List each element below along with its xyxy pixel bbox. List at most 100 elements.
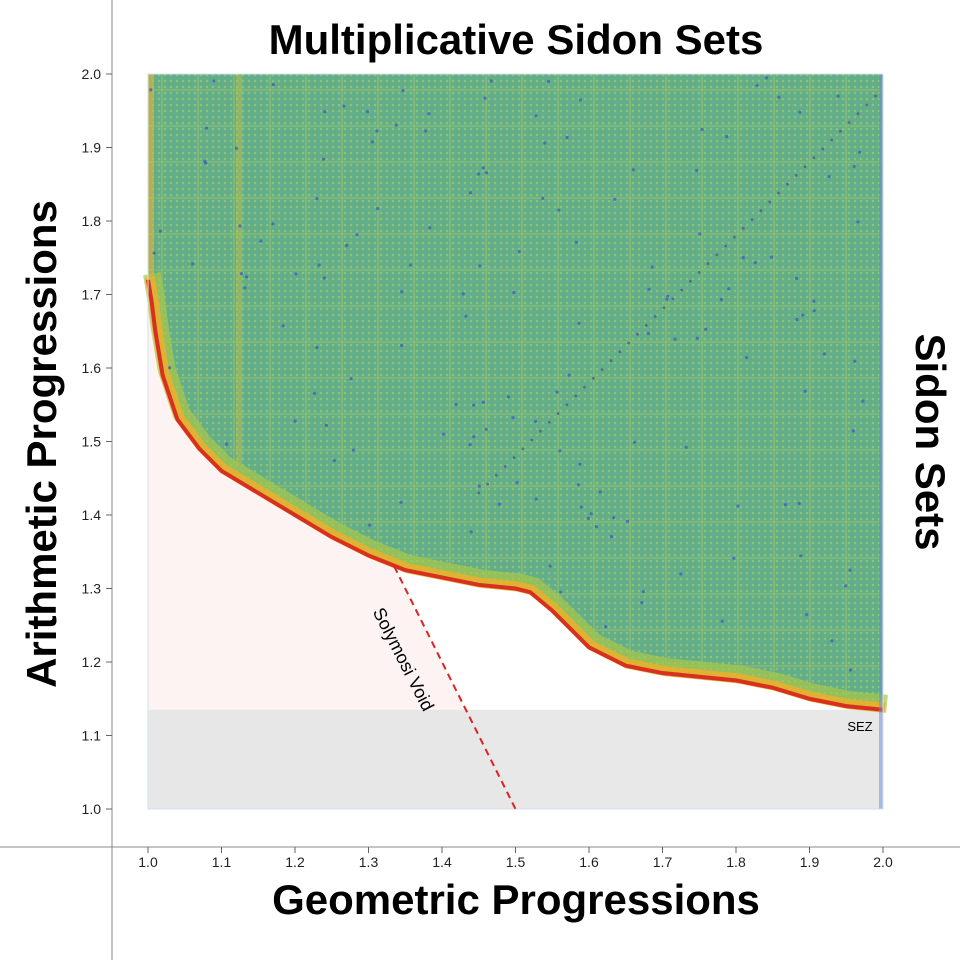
scatter-point xyxy=(852,164,856,168)
scatter-point xyxy=(271,82,275,87)
scatter-point xyxy=(783,502,788,507)
scatter-point xyxy=(719,298,723,302)
scatter-point xyxy=(321,157,326,161)
scatter-point xyxy=(805,613,809,617)
scatter-point xyxy=(598,490,602,494)
y-tick-label: 1.6 xyxy=(82,360,102,376)
plot-area xyxy=(143,73,888,810)
scatter-point xyxy=(715,253,719,257)
x-tick-label: 1.1 xyxy=(212,854,232,870)
scatter-point xyxy=(464,314,468,318)
scatter-point xyxy=(454,402,458,407)
scatter-point xyxy=(530,438,534,442)
scatter-point xyxy=(803,165,807,169)
scatter-point xyxy=(441,432,446,436)
y-tick-label: 1.5 xyxy=(82,434,102,450)
scatter-point xyxy=(399,500,403,505)
plot-border xyxy=(147,73,884,810)
y-tick-label: 1.2 xyxy=(82,654,102,670)
scatter-point xyxy=(856,220,860,224)
scatter-point xyxy=(812,299,816,303)
scatter-point xyxy=(468,443,472,447)
scatter-point xyxy=(512,456,516,460)
x-tick-label: 1.4 xyxy=(432,854,452,870)
scatter-point xyxy=(753,261,757,265)
scatter-point xyxy=(375,129,379,133)
scatter-point xyxy=(547,420,551,424)
scatter-point xyxy=(424,129,428,133)
scatter-point xyxy=(461,292,465,296)
y-tick-label: 1.4 xyxy=(82,507,102,523)
scatter-point xyxy=(239,271,244,276)
scatter-point xyxy=(764,76,769,80)
scatter-point xyxy=(400,344,404,348)
scatter-point xyxy=(234,146,239,150)
scatter-point xyxy=(168,366,172,370)
scatter-point xyxy=(830,639,834,643)
scatter-point xyxy=(586,516,591,520)
y-tick-label: 2.0 xyxy=(82,66,102,82)
scatter-point xyxy=(539,429,542,433)
scatter-point xyxy=(641,589,646,594)
y-axis-title: Arithmetic Progressions xyxy=(18,200,65,688)
scatter-point xyxy=(666,294,670,298)
scatter-point xyxy=(851,429,855,433)
x-tick-label: 1.7 xyxy=(653,854,673,870)
scatter-point xyxy=(468,191,473,195)
scatter-point xyxy=(557,208,561,212)
scatter-point xyxy=(481,166,485,170)
scatter-point xyxy=(612,516,616,520)
chart-title: Multiplicative Sidon Sets xyxy=(269,16,764,63)
scatter-point xyxy=(427,112,431,116)
scatter-point xyxy=(472,435,476,439)
scatter-point xyxy=(736,504,740,508)
scatter-point xyxy=(821,147,825,151)
scatter-point xyxy=(795,318,799,322)
scatter-point xyxy=(517,249,521,254)
scatter-point xyxy=(351,448,356,452)
scatter-point xyxy=(506,395,511,399)
scatter-point xyxy=(574,394,578,398)
x-tick-label: 1.6 xyxy=(579,854,599,870)
scatter-point xyxy=(547,79,551,83)
scatter-point xyxy=(574,240,578,244)
scatter-point xyxy=(521,447,525,451)
y-tick-label: 1.1 xyxy=(82,728,102,744)
scatter-point xyxy=(567,373,571,377)
scatter-point xyxy=(647,287,651,291)
scatter-point xyxy=(704,327,708,331)
scatter-point xyxy=(627,341,631,345)
scatter-point xyxy=(777,95,781,99)
scatter-point xyxy=(322,276,327,280)
scatter-point xyxy=(477,491,481,495)
scatter-point xyxy=(853,359,857,363)
scatter-point xyxy=(503,465,507,468)
scatter-point xyxy=(803,389,807,393)
scatter-point xyxy=(698,232,702,236)
scatter-point xyxy=(401,89,405,93)
scatter-point xyxy=(478,264,482,268)
scatter-point xyxy=(745,355,749,360)
scatter-point xyxy=(317,263,321,267)
scatter-point xyxy=(706,262,710,266)
scatter-point xyxy=(152,251,156,255)
scatter-point xyxy=(600,368,604,371)
scatter-point xyxy=(727,287,731,291)
scatter-point xyxy=(409,263,413,267)
scatter-point xyxy=(583,385,586,389)
scatter-point xyxy=(481,400,485,404)
vertical-streak xyxy=(236,74,243,464)
scatter-point xyxy=(355,233,359,237)
scatter-point xyxy=(578,462,582,466)
scatter-point xyxy=(534,114,538,118)
scatter-point xyxy=(515,481,519,485)
scatter-point xyxy=(720,619,724,623)
scatter-point xyxy=(830,138,833,142)
scatter-point xyxy=(827,175,831,179)
right-axis-title: Sidon Sets xyxy=(907,333,954,550)
scatter-point xyxy=(149,88,153,92)
scatter-point xyxy=(565,135,569,140)
scatter-point xyxy=(671,297,675,301)
scatter-point xyxy=(576,483,581,487)
scatter-point xyxy=(799,554,803,558)
